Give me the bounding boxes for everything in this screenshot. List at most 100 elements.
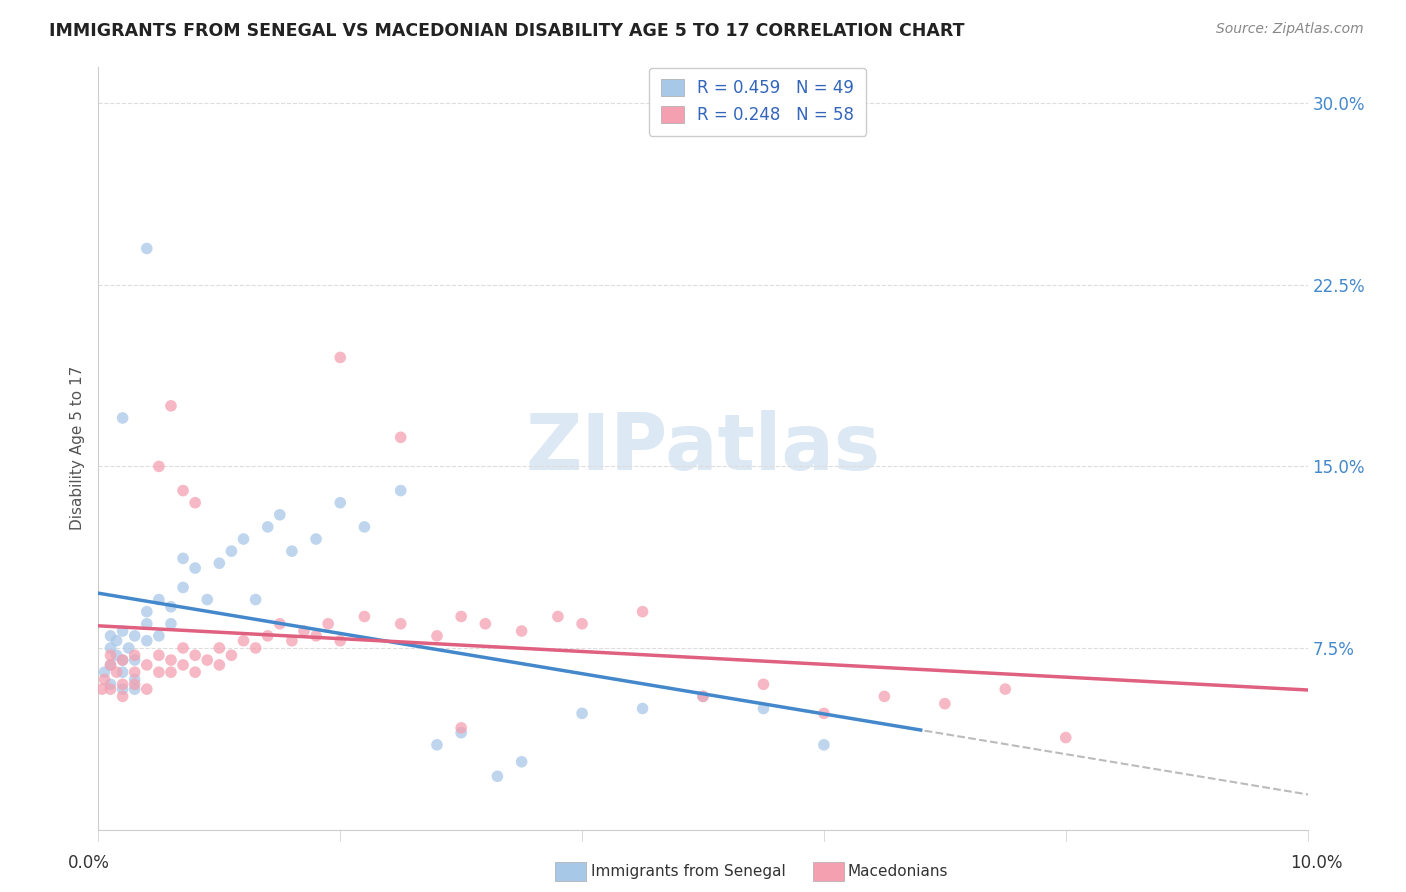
Point (184, 665, 207, 680)
Point (124, 648, 146, 663)
Point (160, 616, 183, 631)
Point (111, 653, 134, 667)
Point (160, 665, 183, 680)
Point (124, 665, 146, 680)
Point (305, 629, 328, 643)
Point (208, 556, 231, 570)
Point (160, 599, 183, 614)
Point (281, 633, 304, 648)
Point (631, 701, 654, 715)
Point (100, 629, 122, 643)
Point (692, 690, 714, 704)
Point (813, 706, 835, 721)
Point (93, 673, 115, 687)
Point (752, 677, 775, 691)
Point (111, 653, 134, 667)
Point (389, 616, 412, 631)
Point (184, 561, 207, 575)
Point (281, 544, 304, 558)
Text: 10.0%: 10.0% (1291, 854, 1343, 871)
Point (124, 682, 146, 697)
Text: Source: ZipAtlas.com: Source: ZipAtlas.com (1216, 22, 1364, 37)
Point (111, 690, 134, 704)
Point (292, 624, 315, 638)
Point (329, 496, 352, 510)
Point (486, 769, 509, 783)
Point (994, 682, 1017, 697)
Point (111, 624, 134, 638)
Point (752, 701, 775, 715)
Point (426, 629, 449, 643)
Point (135, 616, 157, 631)
Point (172, 657, 194, 672)
Text: Immigrants from Senegal: Immigrants from Senegal (591, 864, 786, 879)
Point (873, 690, 896, 704)
Point (100, 640, 122, 655)
Point (195, 653, 218, 667)
Point (105, 665, 128, 680)
Point (111, 411, 134, 425)
Point (221, 648, 243, 663)
Point (329, 633, 352, 648)
Point (631, 605, 654, 619)
Point (510, 624, 533, 638)
Point (245, 640, 267, 655)
Point (135, 633, 157, 648)
Point (221, 544, 243, 558)
Point (135, 242, 157, 256)
Point (148, 592, 170, 607)
Text: ZIPatlas: ZIPatlas (526, 410, 880, 486)
Point (100, 677, 122, 691)
Point (510, 755, 533, 769)
Point (172, 483, 194, 498)
Point (256, 520, 278, 534)
Point (1054, 731, 1077, 745)
Point (934, 697, 956, 711)
Point (305, 532, 328, 546)
Point (124, 629, 146, 643)
Point (547, 609, 569, 624)
Point (148, 459, 170, 474)
Point (256, 629, 278, 643)
Point (245, 592, 267, 607)
Point (329, 351, 352, 365)
Point (195, 592, 218, 607)
Point (111, 682, 134, 697)
Point (184, 496, 207, 510)
Point (208, 657, 231, 672)
Point (135, 657, 157, 672)
Point (450, 609, 472, 624)
Point (160, 399, 183, 413)
Point (184, 648, 207, 663)
Point (232, 633, 254, 648)
Point (450, 725, 472, 739)
Point (91, 682, 114, 697)
Point (111, 677, 134, 691)
Point (389, 483, 412, 498)
Point (93, 665, 115, 680)
Point (474, 616, 496, 631)
Point (100, 648, 122, 663)
Point (105, 633, 128, 648)
Point (232, 532, 254, 546)
Point (692, 690, 714, 704)
Point (135, 682, 157, 697)
Point (148, 665, 170, 680)
Point (426, 738, 449, 752)
Point (111, 665, 134, 680)
Point (135, 605, 157, 619)
Point (148, 629, 170, 643)
Point (208, 640, 231, 655)
Point (100, 682, 122, 697)
Point (269, 616, 291, 631)
Point (571, 616, 593, 631)
Point (160, 653, 183, 667)
Point (100, 657, 122, 672)
Y-axis label: Disability Age 5 to 17: Disability Age 5 to 17 (70, 366, 86, 531)
Point (450, 721, 472, 735)
Point (571, 706, 593, 721)
Point (148, 648, 170, 663)
Point (813, 738, 835, 752)
Point (353, 520, 375, 534)
Point (105, 648, 128, 663)
